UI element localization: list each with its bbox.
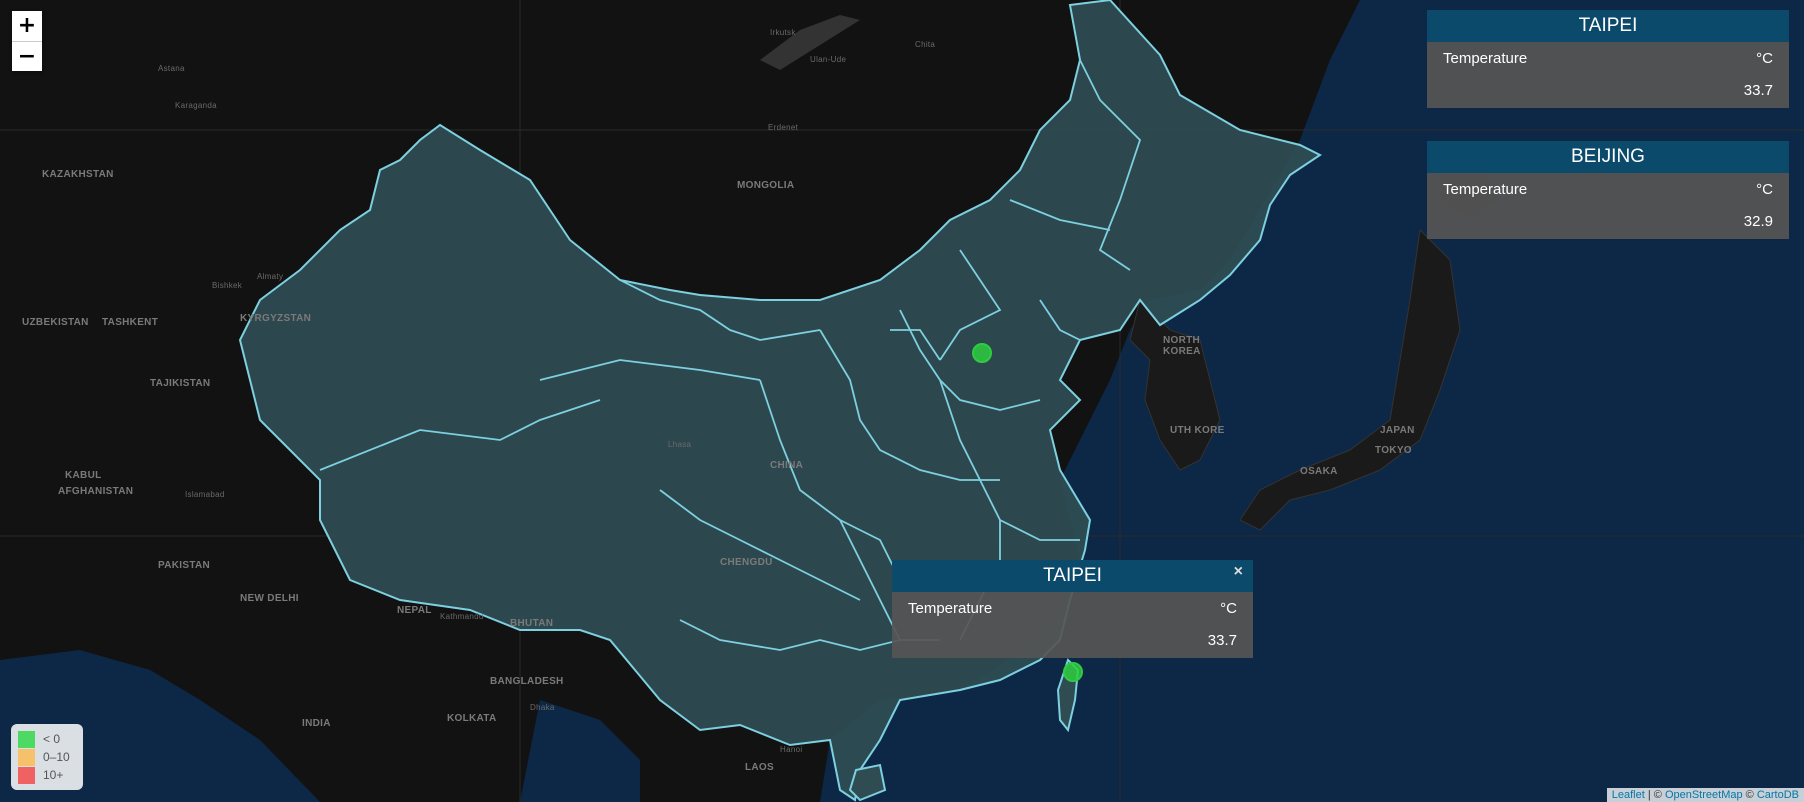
city-label: Islamabad [185, 490, 225, 499]
lake-baikal [760, 15, 860, 70]
info-panel-taipei: TAIPEI Temperature °C 33.7 [1427, 10, 1789, 108]
popup-label: Temperature [908, 600, 993, 617]
legend-swatch [18, 730, 35, 748]
legend-label: 10+ [43, 768, 64, 782]
legend-item: 0–10 [18, 748, 83, 766]
legend-label: < 0 [43, 732, 61, 746]
japan-landmass [1239, 228, 1461, 531]
country-label: LAOS [745, 762, 774, 773]
city-label: CHENGDU [720, 557, 773, 568]
country-label: AFGHANISTAN [58, 486, 134, 497]
attribution-separator: © [1742, 789, 1757, 801]
popup-unit: °C [1220, 600, 1237, 617]
info-panel-title: TAIPEI [1427, 10, 1789, 42]
city-label: KOLKATA [447, 713, 497, 724]
legend-item: 10+ [18, 766, 83, 784]
sea-area [520, 700, 640, 802]
city-label: Dhaka [530, 703, 555, 712]
city-label: Bishkek [212, 281, 243, 290]
province-borders [319, 59, 1142, 651]
city-label: TOKYO [1375, 445, 1412, 456]
zoom-out-button[interactable]: − [12, 41, 42, 71]
country-label: PAKISTAN [158, 560, 211, 571]
korea-landmass [1129, 299, 1221, 471]
zoom-in-button[interactable]: + [12, 11, 42, 41]
country-label: BHUTAN [510, 618, 554, 629]
info-panel-beijing: BEIJING Temperature °C 32.9 [1427, 141, 1789, 239]
hainan-region [848, 763, 887, 802]
city-label: Almaty [257, 272, 284, 281]
popup-taipei: TAIPEI × Temperature °C 33.7 [892, 560, 1253, 658]
legend: < 0 0–10 10+ [11, 724, 83, 790]
legend-label: 0–10 [43, 750, 70, 764]
city-label: Kathmandu [440, 612, 484, 621]
zoom-control: + − [12, 11, 42, 71]
city-label: Irkutsk [770, 28, 796, 37]
city-label: OSAKA [1300, 466, 1338, 477]
country-label: NORTH KOREA [1163, 335, 1201, 357]
country-label: BANGLADESH [490, 676, 564, 687]
close-icon[interactable]: × [1233, 563, 1243, 580]
country-label: CHINA [770, 460, 804, 471]
city-label: Ulan-Ude [810, 55, 847, 64]
info-panel-label: Temperature [1443, 181, 1528, 198]
info-panel-value: 32.9 [1743, 213, 1773, 230]
country-label: TAJIKISTAN [150, 378, 211, 389]
country-label: UZBEKISTAN [22, 317, 89, 328]
info-panel-label: Temperature [1443, 50, 1528, 67]
attribution-separator: | © [1644, 789, 1665, 801]
country-label: NEPAL [397, 605, 432, 616]
legend-item: < 0 [18, 730, 83, 748]
country-label: INDIA [302, 718, 331, 729]
legend-swatch [18, 766, 35, 784]
legend-swatch [18, 748, 35, 766]
info-panel-unit: °C [1756, 50, 1773, 67]
popup-value: 33.7 [1207, 632, 1237, 649]
country-label: JAPAN [1380, 425, 1415, 436]
city-label: Lhasa [668, 440, 692, 449]
info-panel-value: 33.7 [1743, 82, 1773, 99]
info-panel-title: BEIJING [1427, 141, 1789, 173]
country-label: UTH KORE [1170, 425, 1225, 436]
info-panel-unit: °C [1756, 181, 1773, 198]
country-label: MONGOLIA [737, 180, 795, 191]
attribution: Leaflet | © OpenStreetMap © CartoDB [1606, 788, 1804, 802]
city-label: NEW DELHI [240, 593, 299, 604]
country-label: KAZAKHSTAN [42, 169, 114, 180]
leaflet-link[interactable]: Leaflet [1611, 789, 1645, 801]
city-label: Karaganda [175, 101, 217, 110]
city-label: KABUL [65, 470, 102, 481]
country-label: KYRGYZSTAN [240, 313, 312, 324]
city-label: Erdenet [768, 123, 799, 132]
city-label: Astana [158, 64, 185, 73]
city-label: TASHKENT [102, 317, 159, 328]
openstreetmap-link[interactable]: OpenStreetMap [1664, 789, 1743, 801]
city-label: Chita [915, 40, 936, 49]
city-label: Hanoi [780, 745, 803, 754]
popup-title: TAIPEI [892, 560, 1253, 592]
cartodb-link[interactable]: CartoDB [1756, 789, 1799, 801]
